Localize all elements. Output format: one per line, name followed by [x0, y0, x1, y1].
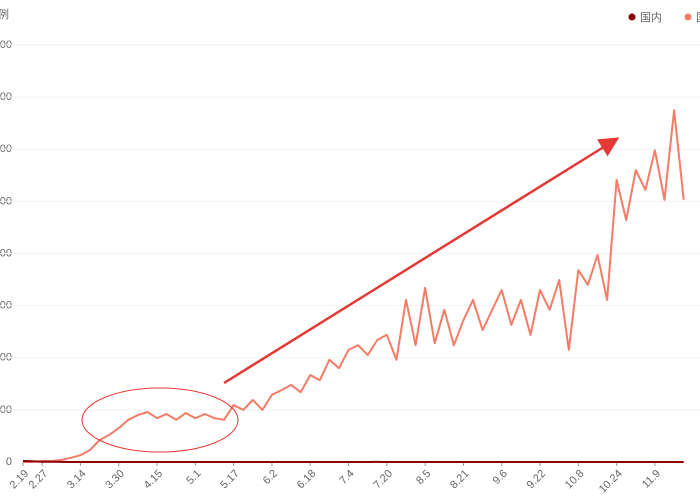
x-tick-label: 8.21: [448, 468, 472, 492]
legend-marker: [628, 13, 636, 21]
x-tick-label: 6.2: [261, 468, 280, 487]
legend-marker: [684, 13, 692, 21]
data-line: [22, 460, 684, 463]
highlight-ellipse: [81, 387, 239, 453]
data-line: [23, 109, 685, 463]
legend-label: 国内: [640, 10, 662, 24]
x-tick-label: 10.8: [563, 468, 587, 492]
x-tick-label: 11.9: [640, 468, 663, 491]
x-tick-label: 7.4: [337, 468, 356, 487]
x-tick-label: 3.14: [65, 468, 89, 492]
x-tick-label: 8.5: [414, 468, 433, 487]
x-tick-label: 3.30: [103, 468, 127, 492]
x-tick-label: 5.1: [184, 468, 203, 487]
x-tick-label: 7.20: [371, 468, 395, 492]
x-tick-label: 4.15: [142, 468, 166, 492]
x-tick-label: 9.6: [491, 468, 510, 487]
x-tick-label: 6.18: [295, 468, 319, 492]
legend: 国内 国: [628, 10, 700, 24]
chart-title: 例: [0, 7, 9, 21]
y-tick-label: 0: [6, 456, 12, 468]
x-tick-label: 2.19: [8, 468, 32, 492]
trend-arrow: [223, 137, 620, 385]
x-tick-label: 2.27: [27, 468, 51, 492]
x-tick-label: 9.22: [525, 468, 549, 492]
x-tick-label: 10.24: [597, 468, 625, 496]
legend-label: 国: [696, 11, 700, 24]
x-tick-label: 5.17: [218, 468, 242, 492]
